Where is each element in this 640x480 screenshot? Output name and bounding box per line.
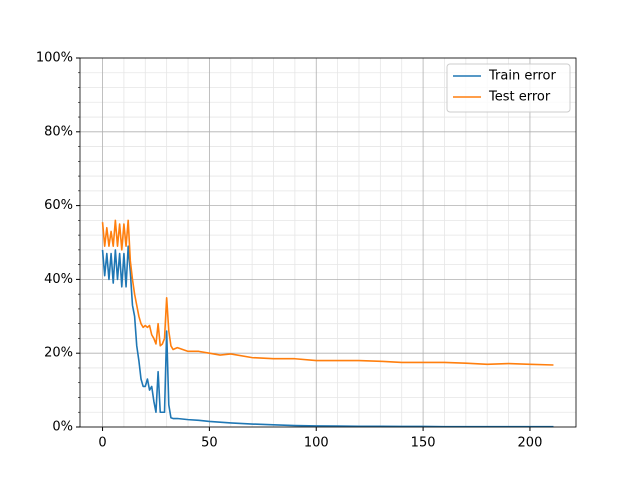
x-tick-label: 100 xyxy=(304,436,329,451)
series-line xyxy=(101,219,554,366)
y-tick-label: 40% xyxy=(44,272,73,287)
y-tick-label: 20% xyxy=(44,346,73,361)
y-tick-label: 0% xyxy=(52,420,73,435)
y-tick-label: 80% xyxy=(44,124,73,139)
legend-label: Train error xyxy=(488,69,556,84)
series-line xyxy=(101,245,554,428)
y-tick-label: 100% xyxy=(36,51,73,66)
x-tick-label: 0 xyxy=(98,436,106,451)
legend-label: Test error xyxy=(488,90,551,105)
y-tick-label: 60% xyxy=(44,198,73,213)
x-tick-label: 150 xyxy=(411,436,436,451)
x-tick-label: 50 xyxy=(201,436,218,451)
plot-frame xyxy=(79,57,577,428)
x-tick-label: 200 xyxy=(518,436,543,451)
